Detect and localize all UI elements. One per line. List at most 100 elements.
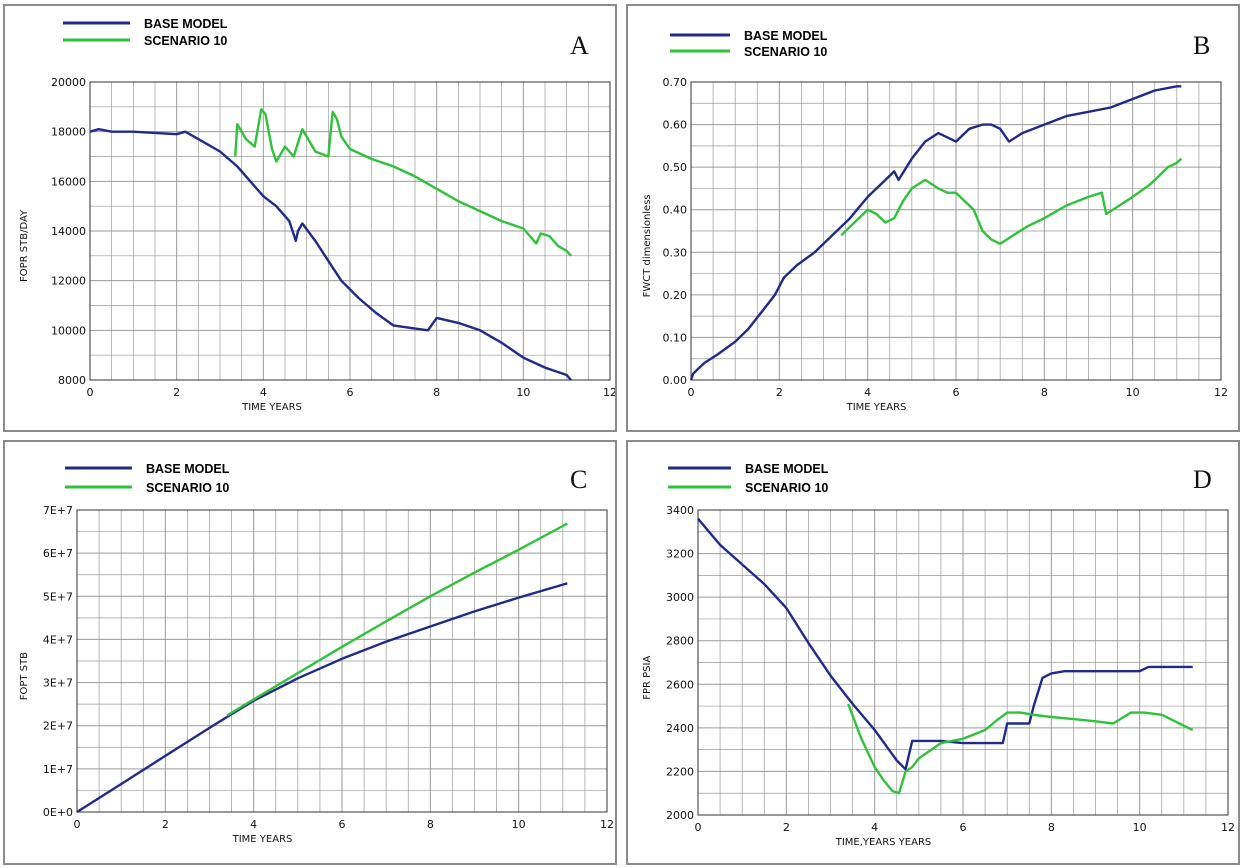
chart-panel-b: 0 2 4 6 8 10 12 0.00 0.10 0.20 0.30 0.40 0.50 0.60 0.7… [626,4,1240,432]
x-tick-label: 4 [250,818,257,831]
x-tick-label: 12 [600,818,614,831]
y-tick-label: 2200 [666,765,694,778]
panel-letter: C [570,465,587,494]
fopr-chart: 0 2 4 6 8 10 12 8000 10000 12000 14000 16000 18000 20… [19,17,615,413]
x-tick-label: 6 [960,821,967,834]
x-tick-label: 2 [783,821,790,834]
y-tick-label: 7E+7 [43,504,73,517]
grid [89,81,611,381]
fopt-chart: 0 2 4 6 8 10 12 0E+0 1E+7 2E+7 3E+7 4E+7 5E+7 6E+7 7E+… [19,462,614,845]
y-tick-label: 0.40 [663,204,688,217]
legend-label: SCENARIO 10 [146,481,229,495]
y-tick-label: 0.50 [663,161,688,174]
x-axis-label: TIME YEARS [232,834,293,845]
legend: BASE MODEL SCENARIO 10 [65,462,230,495]
legend: BASE MODEL SCENARIO 10 [63,17,228,48]
y-tick-label: 0.60 [663,119,688,132]
chart-panel-c: 0 2 4 6 8 10 12 0E+0 1E+7 2E+7 3E+7 4E+7 5E+7 6E+7 7E+… [3,440,617,865]
x-tick-label: 8 [433,386,440,399]
x-tick-label: 6 [953,386,960,399]
legend-label: SCENARIO 10 [744,45,827,59]
legend-label: BASE MODEL [146,462,230,476]
series-line-base-model [697,517,1193,771]
panel-letter: D [1193,465,1212,494]
legend: BASE MODEL SCENARIO 10 [668,462,829,495]
y-tick-label: 18000 [51,126,86,139]
x-tick-label: 12 [1221,821,1235,834]
grid [76,509,608,813]
legend-label: BASE MODEL [144,17,228,31]
x-tick-label: 2 [162,818,169,831]
x-tick-label: 4 [260,386,267,399]
x-tick-label: 8 [1041,386,1048,399]
x-tick-label: 10 [516,386,530,399]
plot-frame [697,509,1229,816]
y-tick-label: 16000 [51,175,86,188]
y-tick-label: 0.70 [663,76,688,89]
x-tick-label: 12 [1214,386,1228,399]
y-tick-label: 0.00 [663,374,688,387]
fwct-chart: 0 2 4 6 8 10 12 0.00 0.10 0.20 0.30 0.40 0.50 0.60 0.7… [642,29,1228,413]
series-line-base-model [689,85,1182,381]
x-tick-label: 0 [74,818,81,831]
x-tick-label: 0 [695,821,702,834]
plot-frame [690,81,1222,381]
legend-label: SCENARIO 10 [745,481,828,495]
y-tick-label: 2800 [666,635,694,648]
y-axis-label: FOPR STB/DAY [19,209,30,282]
x-tick-label: 2 [173,386,180,399]
y-tick-label: 3400 [666,504,694,517]
x-tick-label: 8 [427,818,434,831]
y-tick-label: 0.10 [663,331,688,344]
y-tick-label: 2E+7 [43,720,73,733]
chart-panel-a: 0 2 4 6 8 10 12 8000 10000 12000 14000 16000 18000 20… [3,4,617,432]
legend-label: BASE MODEL [744,29,828,43]
x-tick-label: 2 [776,386,783,399]
x-tick-label: 6 [339,818,346,831]
y-tick-label: 14000 [51,225,86,238]
series-line-base-model [89,127,572,381]
x-tick-label: 8 [1048,821,1055,834]
panel-letter: A [570,31,589,60]
y-axis-label: FWCT dimensionless [642,194,653,297]
y-tick-label: 8000 [58,374,86,387]
plot-frame [89,81,611,381]
y-tick-label: 2000 [666,809,694,822]
series-line-scenario-10 [840,157,1183,245]
series-line-scenario-10 [226,522,568,717]
grid [690,81,1222,381]
fpr-chart: 0 2 4 6 8 10 12 2000 2200 2400 2600 2800 3000 3200 340… [642,462,1235,848]
y-tick-label: 1E+7 [43,763,73,776]
series-line-scenario-10 [847,703,1194,795]
x-tick-label: 0 [87,386,94,399]
x-tick-label: 10 [1126,386,1140,399]
x-axis-label: TIME YEARS [846,402,907,413]
x-tick-label: 0 [688,386,695,399]
y-tick-label: 0.30 [663,246,688,259]
x-tick-label: 10 [512,818,526,831]
y-tick-label: 10000 [51,324,86,337]
plot-frame [76,509,608,813]
x-tick-label: 12 [603,386,615,399]
y-tick-label: 3E+7 [43,677,73,690]
y-tick-label: 20000 [51,76,86,89]
y-tick-label: 3000 [666,591,694,604]
x-axis-label: TIME,YEARS YEARS [835,837,932,848]
x-tick-label: 4 [871,821,878,834]
x-tick-label: 6 [347,386,354,399]
grid [697,509,1229,816]
legend-label: SCENARIO 10 [144,34,227,48]
y-tick-label: 3200 [666,548,694,561]
y-tick-label: 0E+0 [43,806,73,819]
x-tick-label: 10 [1133,821,1147,834]
series-line-scenario-10 [234,108,572,257]
panel-letter: B [1193,31,1210,60]
y-tick-label: 0.20 [663,289,688,302]
y-tick-label: 5E+7 [43,590,73,603]
y-tick-label: 2600 [666,678,694,691]
y-axis-label: FPR PSIA [642,656,653,700]
y-tick-label: 12000 [51,275,86,288]
y-tick-label: 6E+7 [43,547,73,560]
y-tick-label: 4E+7 [43,633,73,646]
x-axis-label: TIME YEARS [241,402,302,413]
